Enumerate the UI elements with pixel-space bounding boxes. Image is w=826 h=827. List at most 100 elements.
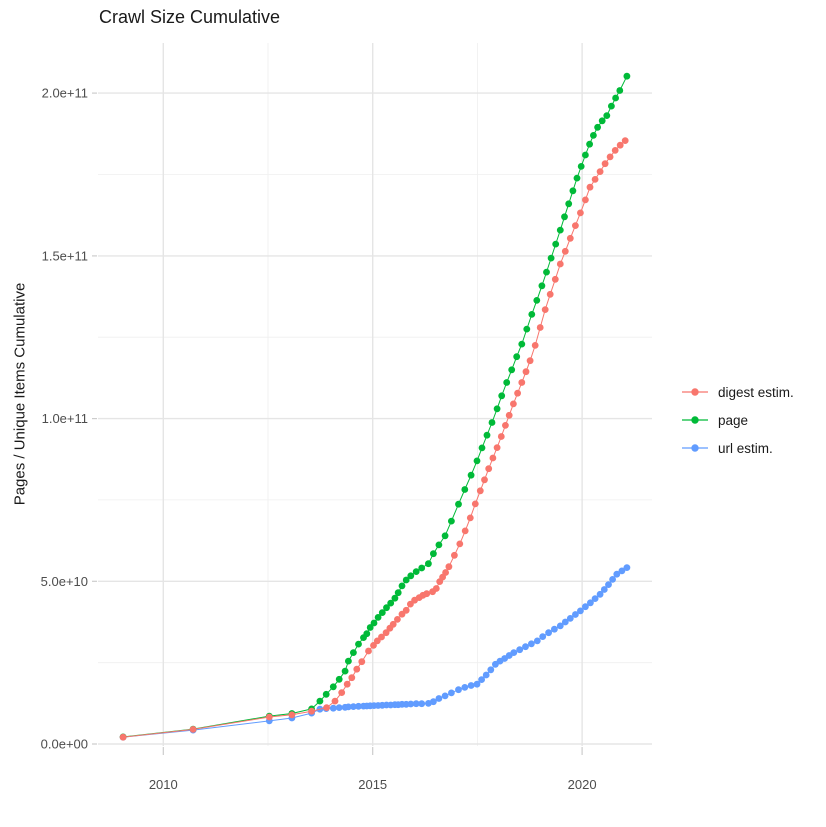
data-point [572,222,579,230]
data-point [566,234,574,242]
legend-label: digest estim. [718,384,794,400]
data-point [551,275,559,283]
data-point [343,680,351,688]
y-tick-label: 2.0e+11 [42,86,88,101]
legend-item: page [680,412,794,428]
data-point [561,247,569,255]
data-point [335,675,343,683]
data-point [533,637,541,645]
data-point [423,590,431,598]
data-point [473,680,481,688]
data-point [288,711,296,719]
y-tick-label: 0.0e+00 [41,737,88,752]
data-point [461,527,469,535]
data-point [621,137,629,145]
data-point [561,213,568,221]
data-point [514,389,521,397]
data-point [398,582,406,590]
data-point [531,342,539,349]
data-point [366,624,374,631]
data-point [556,260,564,268]
data-point [605,581,612,588]
data-point [502,422,509,429]
data-point [378,609,386,616]
data-point [577,163,585,170]
data-point [466,514,474,522]
data-point [471,500,479,508]
data-point [572,611,579,618]
series-page [119,72,631,741]
data-point [432,585,440,592]
data-point [587,599,594,607]
data-point [348,674,356,682]
data-point [435,541,443,549]
data-point [485,465,493,473]
data-point [598,117,606,125]
data-point [566,615,574,622]
data-point [573,174,581,182]
data-point [456,540,464,548]
data-point [577,607,584,615]
data-point [493,444,501,451]
data-point [608,102,615,110]
x-tick-label: 2015 [358,777,387,792]
data-point [487,666,495,674]
data-point [478,676,485,683]
legend-key-icon [682,388,708,396]
data-point [533,297,541,304]
data-point [591,595,599,602]
data-point [341,667,349,675]
data-point [623,72,631,80]
data-point [586,140,593,148]
data-point [189,726,197,733]
data-point [518,340,526,348]
data-point [329,683,337,691]
data-point [601,160,609,168]
data-point [316,697,324,705]
data-point [618,567,626,575]
data-point [577,209,584,217]
data-point [370,642,377,649]
data-point [523,325,531,333]
data-point [569,187,577,195]
data-point [430,698,437,706]
data-point [497,433,505,440]
data-point [623,564,631,571]
data-point [590,132,597,139]
data-point [556,226,564,234]
data-point [378,633,385,641]
data-point [455,686,462,694]
data-point [586,183,594,191]
data-point [353,665,361,673]
data-point [503,379,511,386]
data-point [528,640,535,648]
x-tick-label: 2010 [149,777,178,792]
data-point [565,200,573,208]
data-point [345,703,352,711]
series-url-estim- [119,564,631,741]
data-point [425,560,432,568]
data-point [345,657,352,665]
data-point [455,500,462,508]
data-point [606,153,614,161]
legend-key-icon [682,416,708,424]
data-point [536,324,544,331]
data-point [489,454,497,462]
data-point [355,702,362,710]
data-point [538,282,546,290]
data-point [350,703,357,710]
data-point [546,290,554,298]
data-point [265,713,273,721]
data-point [561,618,569,626]
x-tick-label: 2020 [568,777,597,792]
data-point [488,419,496,426]
data-point [612,94,619,102]
data-point [483,431,491,439]
data-point [541,306,549,313]
data-point [448,517,455,525]
data-point [547,254,555,262]
data-point [331,697,339,705]
data-point [545,629,552,637]
data-point [600,586,608,593]
